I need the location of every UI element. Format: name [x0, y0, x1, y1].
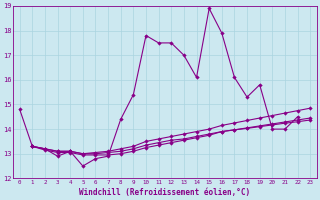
X-axis label: Windchill (Refroidissement éolien,°C): Windchill (Refroidissement éolien,°C) — [79, 188, 251, 197]
